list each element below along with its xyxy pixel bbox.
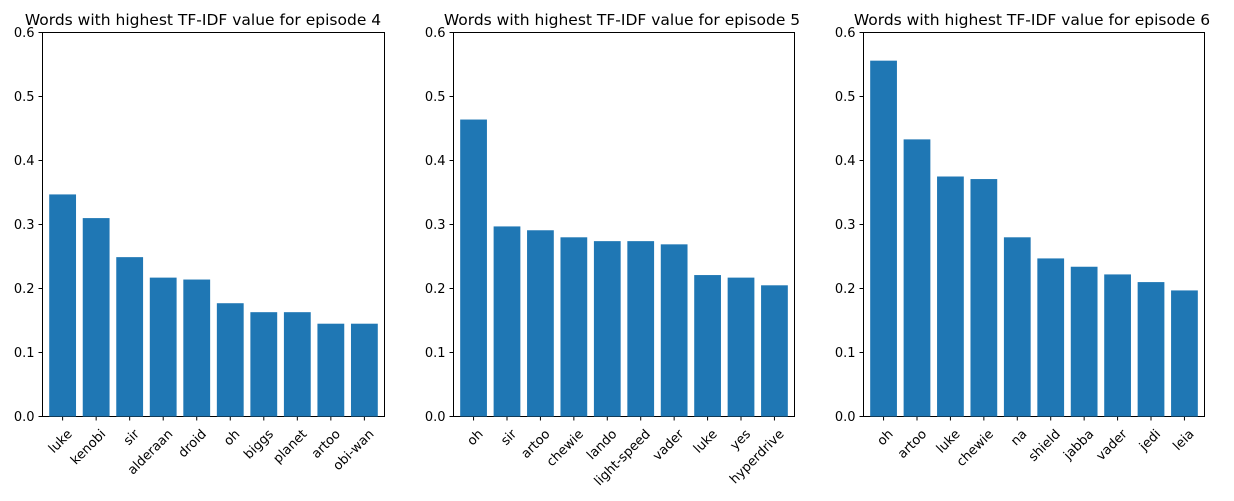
bar-chewie [970, 179, 998, 417]
bar-alderaan [149, 277, 177, 417]
chart-title: Words with highest TF-IDF value for epis… [444, 11, 800, 29]
x-tick-label: yes [728, 427, 755, 454]
bar-artoo [903, 139, 931, 417]
x-tick-label: oh [465, 427, 487, 449]
x-tick-label: droid [176, 427, 210, 461]
y-tick-label: 0.6 [14, 26, 35, 41]
chart-title: Words with highest TF-IDF value for epis… [854, 11, 1210, 29]
y-tick-label: 0.0 [425, 410, 446, 425]
bar-hyperdrive [761, 285, 788, 417]
bar-group [49, 194, 378, 417]
bar-droid [183, 279, 211, 417]
y-tick-label: 0.6 [425, 26, 446, 41]
bar-group [460, 119, 788, 417]
y-tick-label: 0.5 [14, 90, 35, 105]
x-tick-label: planet [271, 427, 311, 467]
x-tick-label: leia [1170, 427, 1197, 454]
bar-biggs [250, 312, 278, 417]
y-tick-label: 0.1 [14, 346, 35, 361]
y-tick-label: 0.5 [425, 90, 446, 105]
y-tick-label: 0.2 [425, 282, 446, 297]
y-tick-label: 0.3 [835, 218, 856, 233]
y-tick-label: 0.3 [14, 218, 35, 233]
bar-chewie [560, 237, 588, 417]
y-tick-label: 0.2 [835, 282, 856, 297]
y-axis: 0.0 0.1 0.2 0.3 0.4 0.5 0.6 [425, 26, 454, 425]
bar-planet [283, 312, 311, 417]
bar-light-speed [627, 241, 655, 417]
bar-leia [1171, 290, 1198, 417]
x-tick-label: chewie [954, 427, 997, 470]
bar-luke [694, 275, 721, 417]
y-tick-label: 0.6 [835, 26, 856, 41]
y-tick-label: 0.4 [425, 154, 446, 169]
chart-panel-episode-5: Words with highest TF-IDF value for epis… [425, 11, 800, 489]
bar-vader [1104, 274, 1131, 417]
y-tick-label: 0.0 [14, 410, 35, 425]
bar-lando [593, 241, 621, 417]
x-tick-label: jedi [1136, 427, 1164, 455]
bar-shield [1037, 258, 1065, 417]
x-tick-label: vader [1094, 426, 1131, 463]
bar-sir [493, 226, 521, 417]
chart-panel-episode-4: Words with highest TF-IDF value for epis… [14, 11, 385, 478]
x-tick-label: jabba [1060, 427, 1097, 464]
x-tick-label: vader [650, 426, 687, 463]
y-tick-label: 0.2 [14, 282, 35, 297]
x-tick-label: chewie [544, 427, 587, 470]
x-tick-label: shield [1026, 427, 1064, 465]
y-tick-label: 0.0 [835, 410, 856, 425]
x-tick-label: luke [934, 427, 964, 457]
x-tick-label: sir [498, 426, 520, 448]
x-tick-label: luke [691, 427, 721, 457]
x-tick-label: na [1008, 427, 1030, 449]
y-axis: 0.0 0.1 0.2 0.3 0.4 0.5 0.6 [14, 26, 43, 425]
bar-oh [216, 303, 244, 417]
bar-vader [660, 244, 688, 417]
bar-jedi [1137, 282, 1165, 417]
x-tick-label: oh [875, 427, 897, 449]
x-tick-label: sir [121, 426, 143, 448]
bar-oh [870, 60, 897, 417]
y-tick-label: 0.1 [425, 346, 446, 361]
y-axis: 0.0 0.1 0.2 0.3 0.4 0.5 0.6 [835, 26, 864, 425]
y-tick-label: 0.4 [14, 154, 35, 169]
bar-group [870, 60, 1198, 417]
x-tick-label: artoo [895, 427, 930, 462]
y-tick-label: 0.3 [425, 218, 446, 233]
bar-yes [727, 277, 755, 417]
y-tick-label: 0.4 [835, 154, 856, 169]
x-tick-label: kenobi [68, 427, 109, 468]
bar-luke [49, 194, 77, 417]
chart-title: Words with highest TF-IDF value for epis… [25, 11, 381, 29]
bar-kenobi [82, 218, 110, 417]
bar-na [1003, 237, 1031, 417]
bar-artoo [317, 323, 345, 417]
bar-obi-wan [350, 323, 378, 417]
chart-panel-episode-6: Words with highest TF-IDF value for epis… [835, 11, 1210, 470]
y-tick-label: 0.1 [835, 346, 856, 361]
bar-sir [116, 257, 144, 417]
bar-artoo [527, 230, 554, 417]
y-tick-label: 0.5 [835, 90, 856, 105]
bar-jabba [1070, 266, 1098, 417]
x-tick-label: oh [221, 427, 243, 449]
bar-oh [460, 119, 487, 417]
bar-luke [937, 176, 964, 417]
x-tick-label: luke [46, 427, 76, 457]
